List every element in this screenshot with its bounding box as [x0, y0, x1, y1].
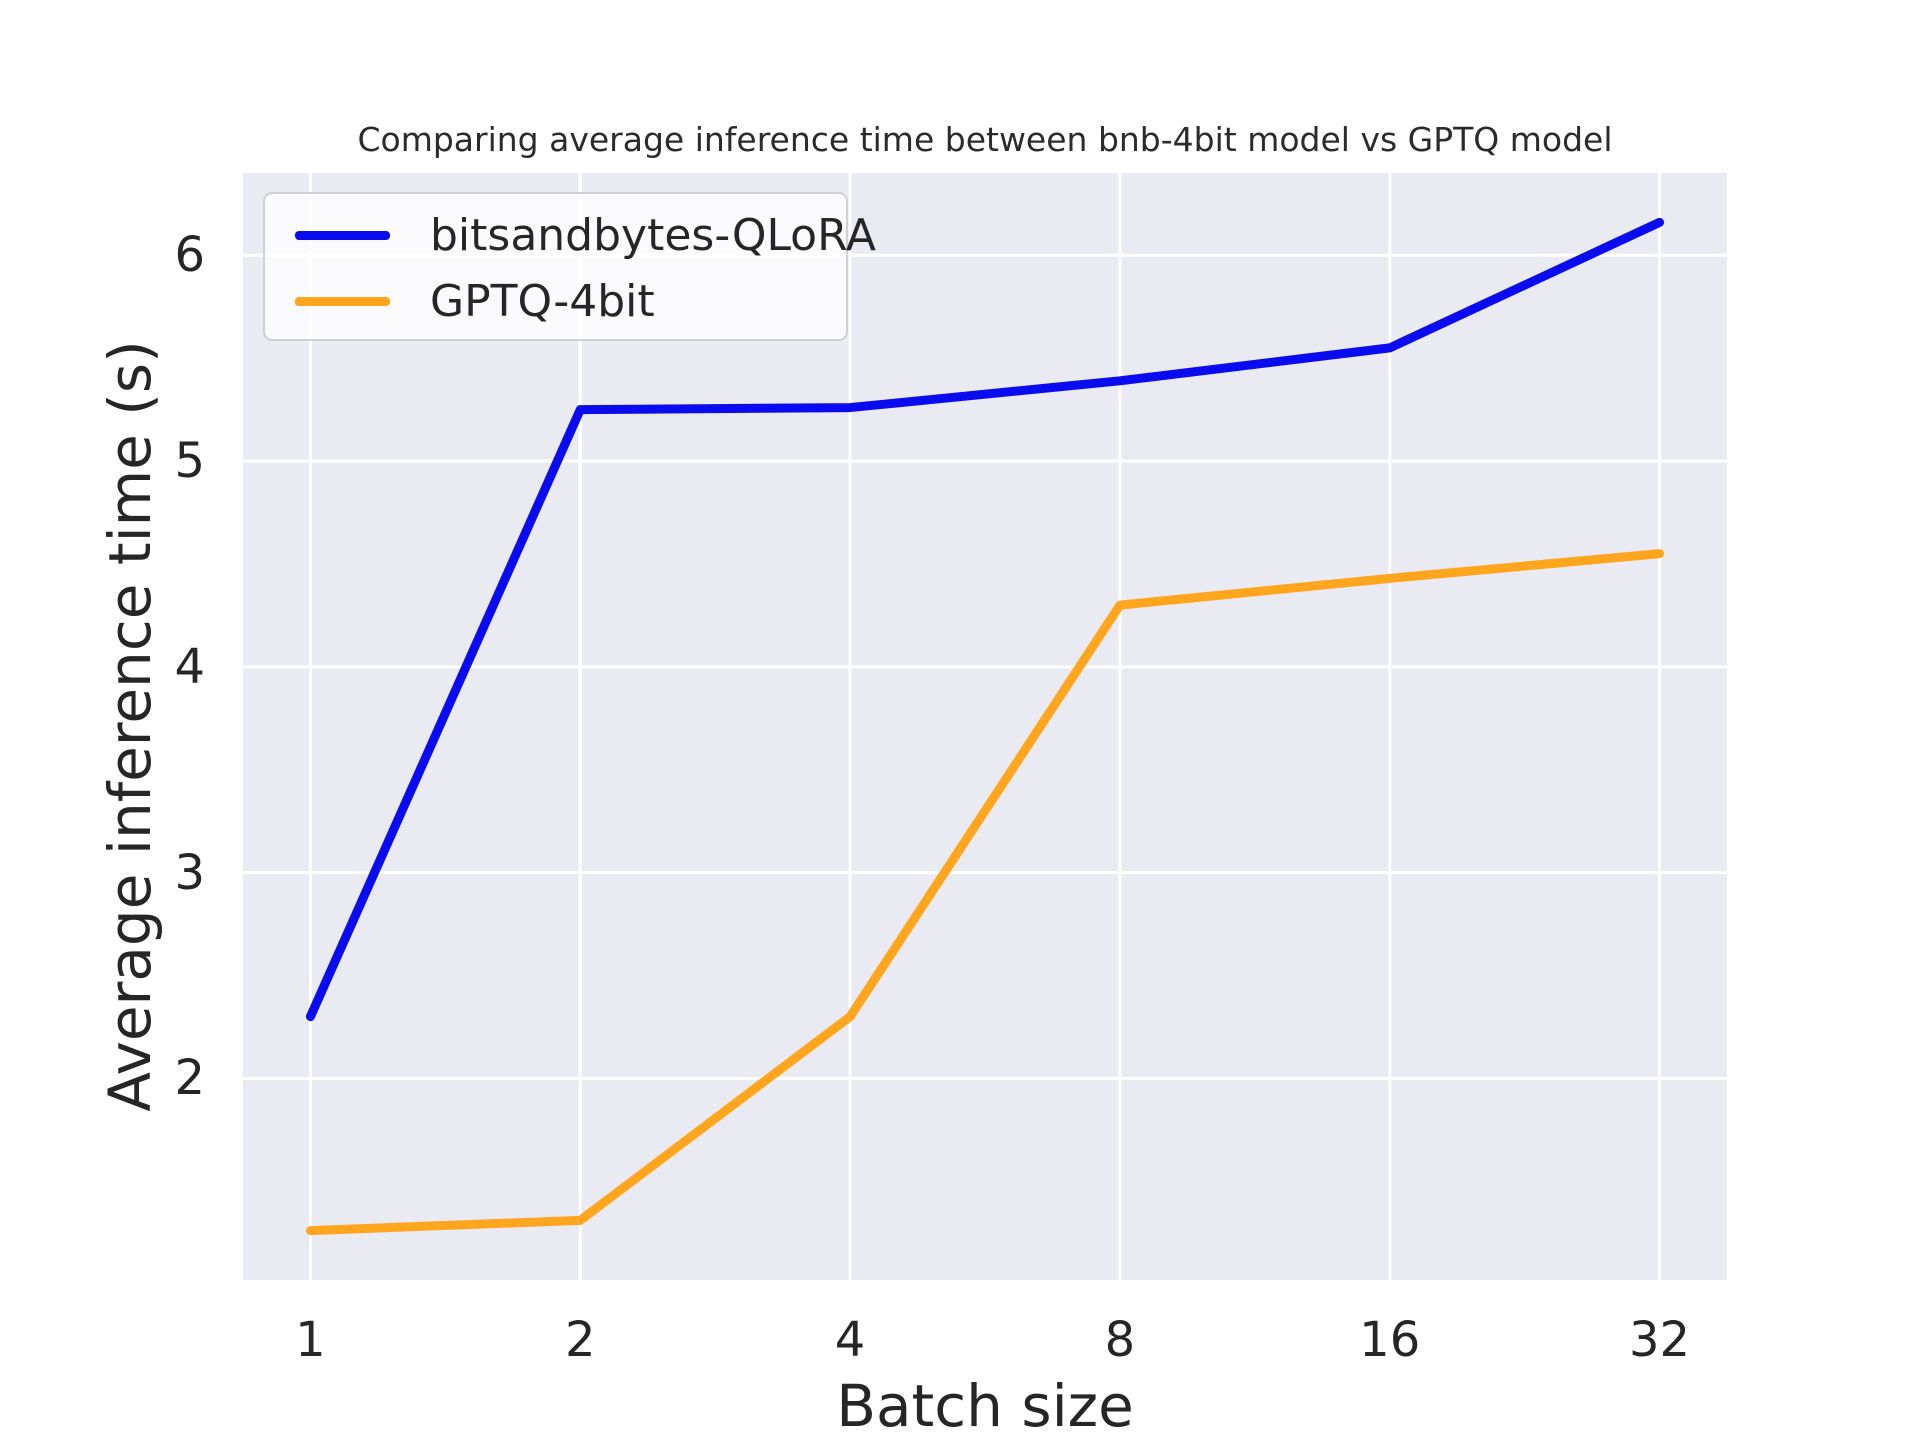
plot-area: [243, 173, 1727, 1280]
x-tick-label: 4: [834, 1312, 866, 1368]
x-tick-label: 32: [1628, 1312, 1691, 1368]
series-line-bitsandbytes-QLoRA: [305, 217, 1665, 1022]
legend-line-swatch-blue: [295, 230, 390, 240]
chart-title: Comparing average inference time between…: [357, 120, 1613, 159]
y-tick-label: 6: [174, 227, 205, 284]
x-tick-label: 1: [295, 1312, 326, 1368]
legend-label: bitsandbytes-QLoRA: [430, 209, 876, 261]
gridlines: [243, 173, 1727, 1280]
y-tick-label: 4: [174, 638, 205, 695]
legend-item: bitsandbytes-QLoRA: [265, 202, 876, 268]
x-tick-label: 16: [1359, 1312, 1421, 1368]
x-axis-label: Batch size: [836, 1372, 1134, 1440]
legend-label: GPTQ-4bit: [430, 275, 655, 327]
y-axis-label: Average inference time (s): [96, 340, 164, 1112]
series-line-GPTQ-4bit: [305, 549, 1665, 1236]
y-tick-label: 5: [174, 433, 205, 490]
x-tick-label: 8: [1104, 1312, 1136, 1368]
legend-line-swatch-orange: [295, 296, 390, 306]
x-tick-label: 2: [564, 1312, 596, 1368]
y-tick-label: 2: [174, 1050, 205, 1107]
legend: bitsandbytes-QLoRA GPTQ-4bit: [263, 192, 876, 341]
y-tick-label: 3: [174, 844, 205, 901]
legend-item: GPTQ-4bit: [265, 268, 846, 334]
